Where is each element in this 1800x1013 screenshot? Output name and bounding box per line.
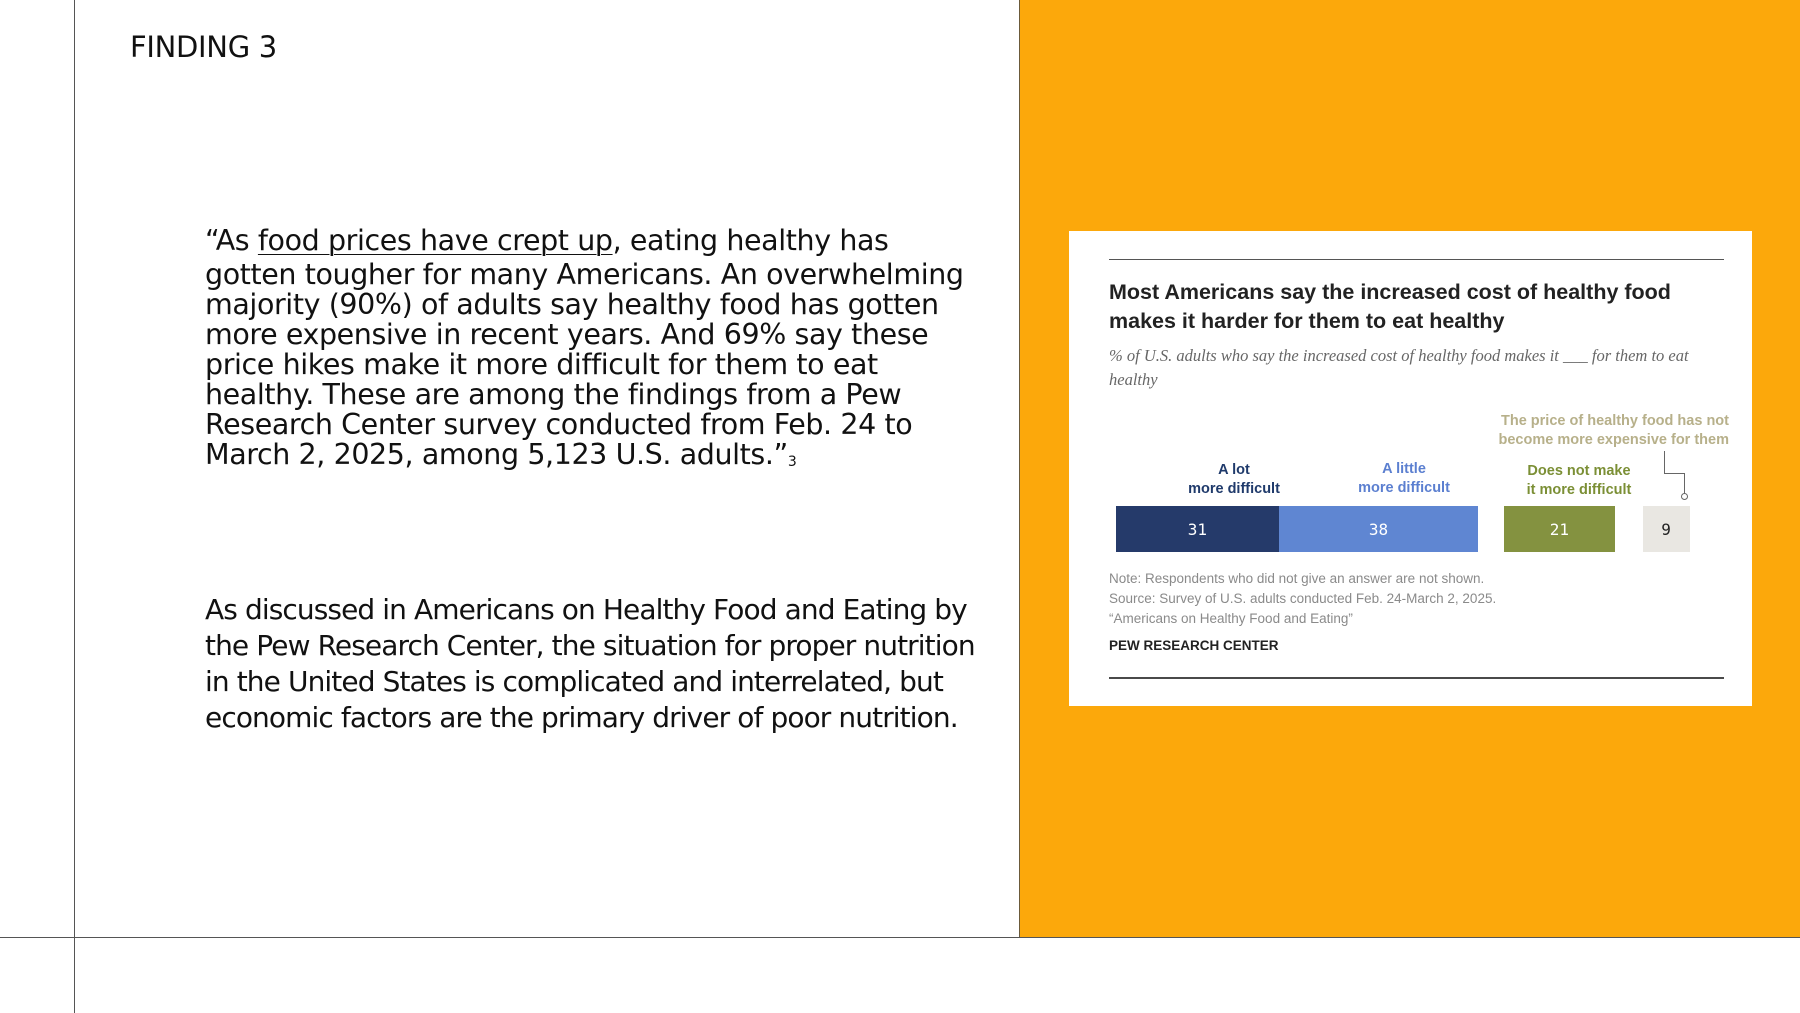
body-paragraph: As discussed in Americans on Healthy Foo… xyxy=(205,593,976,734)
pew-logo-text: PEW RESEARCH CENTER xyxy=(1109,638,1279,653)
chart-report: “Americans on Healthy Food and Eating” xyxy=(1109,611,1353,626)
quote-paragraph: “As food prices have crept up, eating he… xyxy=(205,222,985,477)
label-line: Does not make xyxy=(1527,463,1631,479)
label-line: it more difficult xyxy=(1526,482,1632,498)
label-line: A little xyxy=(1382,461,1426,477)
chart-bottom-rule xyxy=(1109,677,1724,679)
chart-note: Note: Respondents who did not give an an… xyxy=(1109,571,1485,586)
bar-a-little: 38 xyxy=(1278,506,1479,552)
label-connector-stem xyxy=(1684,473,1685,495)
chart-top-rule xyxy=(1109,259,1724,260)
label-not-more-expensive: The price of healthy food has not become… xyxy=(1439,412,1729,450)
quote-first-line: “As food prices have crept up, eating he… xyxy=(205,222,985,260)
label-not-more-difficult: Does not make it more difficult xyxy=(1509,462,1649,500)
chart-source: Source: Survey of U.S. adults conducted … xyxy=(1109,591,1497,606)
label-line: more difficult xyxy=(1358,480,1450,496)
finding-label: FINDING 3 xyxy=(130,30,277,64)
chart-subtitle: % of U.S. adults who say the increased c… xyxy=(1109,346,1689,389)
label-line: A lot xyxy=(1218,462,1250,478)
connector-dot xyxy=(1681,493,1688,500)
chart-card: Most Americans say the increased cost of… xyxy=(1069,231,1752,706)
vertical-divider xyxy=(74,0,75,1013)
quote-line1-rest: , eating healthy has xyxy=(612,224,889,257)
label-line: become more expensive for them xyxy=(1498,432,1729,448)
bar-a-lot: 31 xyxy=(1116,506,1279,552)
footnote-marker: 3 xyxy=(787,454,797,470)
chart-notes: Note: Respondents who did not give an an… xyxy=(1109,569,1719,629)
quote-text: gotten tougher for many Americans. An ov… xyxy=(205,258,964,471)
horizontal-divider xyxy=(0,937,1800,938)
label-a-little: A little more difficult xyxy=(1324,460,1484,498)
quote-open: “As xyxy=(205,224,258,257)
label-line: The price of healthy food has not xyxy=(1501,413,1729,429)
label-connector xyxy=(1664,451,1685,474)
label-line: more difficult xyxy=(1188,481,1280,497)
food-prices-link[interactable]: food prices have crept up xyxy=(257,224,613,257)
chart-title: Most Americans say the increased cost of… xyxy=(1109,280,1671,333)
bar-not-more-expensive: 9 xyxy=(1642,506,1690,552)
bar-not-more-difficult: 21 xyxy=(1504,506,1615,552)
label-a-lot: A lot more difficult xyxy=(1154,461,1314,499)
